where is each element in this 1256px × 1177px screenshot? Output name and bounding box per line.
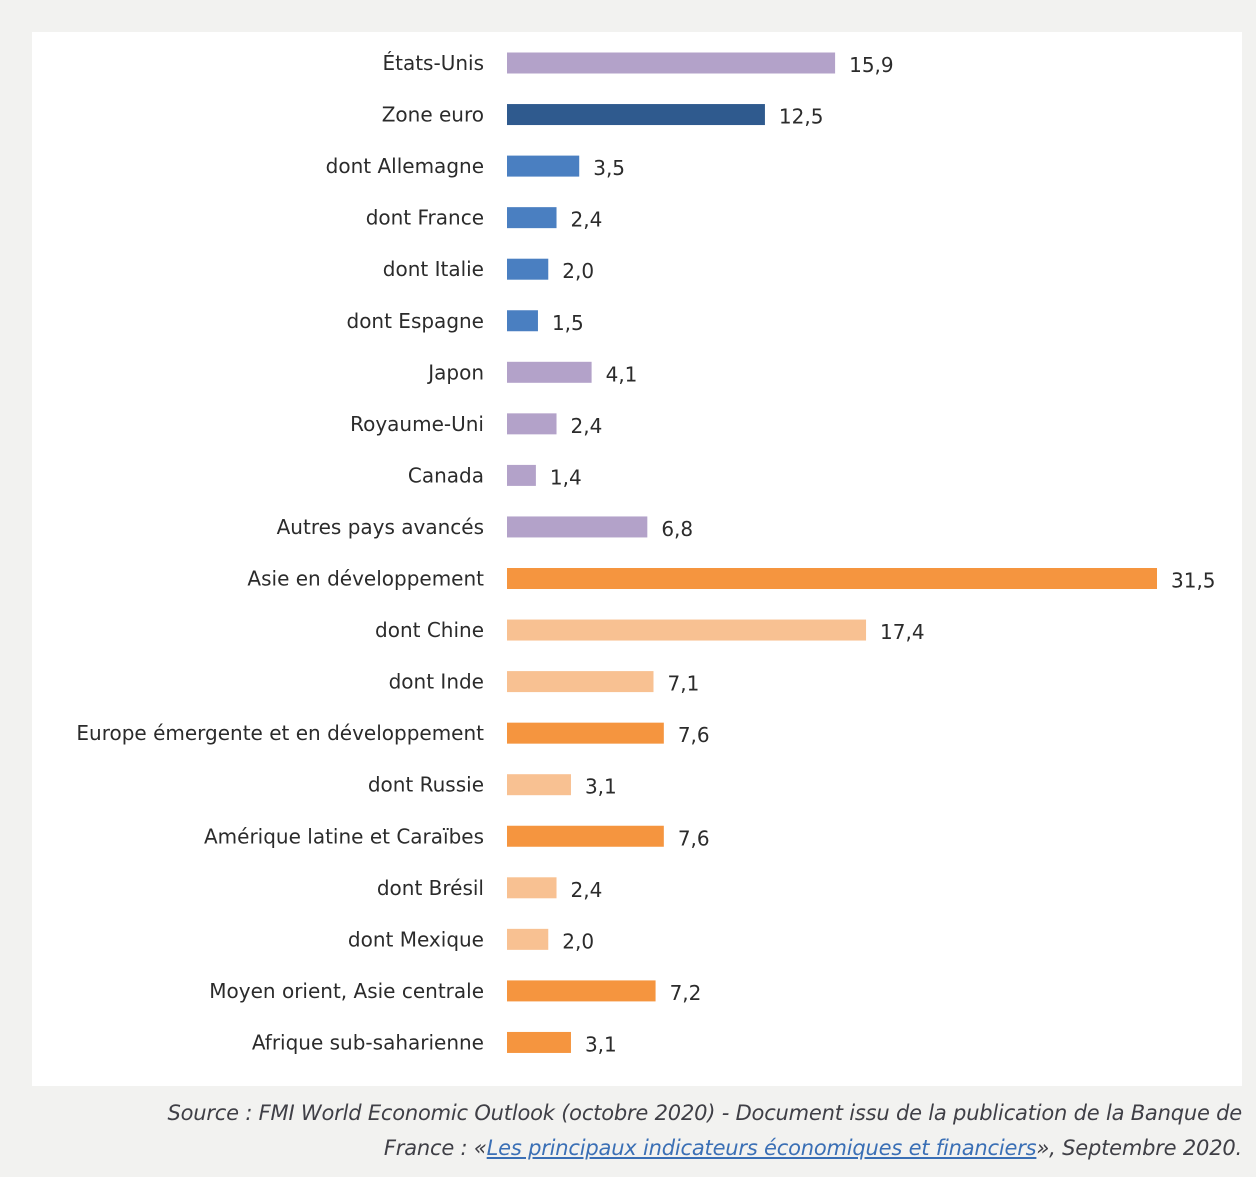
bar-chart: États-Unis 15,9 Zone euro 12,5 dont Allemagn… [76,51,1216,1056]
publication-link[interactable]: Les principaux indicateurs économiques e… [486,1136,1037,1160]
data-label: 1,5 [552,311,584,335]
category-label: dont Allemagne [326,154,484,178]
data-label: 15,9 [849,53,894,77]
category-label: Royaume-Uni [350,412,484,436]
category-label: Canada [408,463,484,487]
bar [507,928,549,950]
bar [507,413,557,435]
bar [507,207,557,229]
bar [507,980,656,1002]
data-label: 7,6 [678,826,710,850]
data-label: 2,4 [571,208,603,232]
category-label: dont Chine [375,618,484,642]
category-label: dont Inde [389,670,484,694]
bar [507,464,536,486]
bar [507,825,664,847]
bar [507,516,648,538]
data-label: 4,1 [606,362,638,386]
data-label: 2,0 [562,929,594,953]
chart-panel: États-Unis 15,9 Zone euro 12,5 dont Allemagn… [32,32,1242,1086]
bar [507,568,1157,589]
bar [507,52,836,74]
data-label: 7,2 [670,981,702,1005]
category-label: dont Russie [368,773,484,797]
category-label: Europe émergente et en développement [76,721,484,745]
bar [507,774,571,796]
category-label: Moyen orient, Asie centrale [209,979,484,1003]
bar [507,619,867,641]
bar [507,1031,571,1053]
category-label: Zone euro [382,103,484,127]
category-label: Autres pays avancés [277,515,484,539]
category-label: dont France [366,206,484,230]
source-note: Source : FMI World Economic Outlook (oct… [42,1096,1242,1166]
data-label: 3,5 [593,156,625,180]
data-label: 12,5 [779,105,824,129]
source-line-2-prefix: France : « [383,1136,487,1160]
data-label: 1,4 [550,465,582,489]
data-label: 3,1 [585,775,617,799]
data-label: 7,6 [678,723,710,747]
data-label: 6,8 [661,517,693,541]
category-label: États-Unis [382,51,484,75]
bar [507,258,549,280]
data-label: 2,4 [571,414,603,438]
bar [507,671,654,693]
category-label: Afrique sub-saharienne [252,1030,484,1054]
bar [507,104,765,126]
source-line-1: Source : FMI World Economic Outlook (oct… [167,1101,1242,1125]
data-label: 31,5 [1171,569,1216,593]
category-label: Amérique latine et Caraïbes [204,824,484,848]
data-label: 7,1 [668,672,700,696]
bar [507,722,664,744]
category-label: Japon [426,360,484,384]
data-label: 17,4 [880,620,925,644]
category-label: dont Brésil [377,876,484,900]
data-label: 2,4 [571,878,603,902]
bar [507,877,557,899]
category-label: dont Italie [383,257,484,281]
category-label: dont Mexique [348,927,484,951]
source-line-2-suffix: », Septembre 2020. [1036,1136,1242,1160]
category-label: Asie en développement [247,567,484,591]
bar [507,361,592,383]
bar [507,155,580,177]
category-label: dont Espagne [347,309,485,333]
data-label: 2,0 [562,259,594,283]
data-label: 3,1 [585,1032,617,1056]
bar [507,310,538,332]
